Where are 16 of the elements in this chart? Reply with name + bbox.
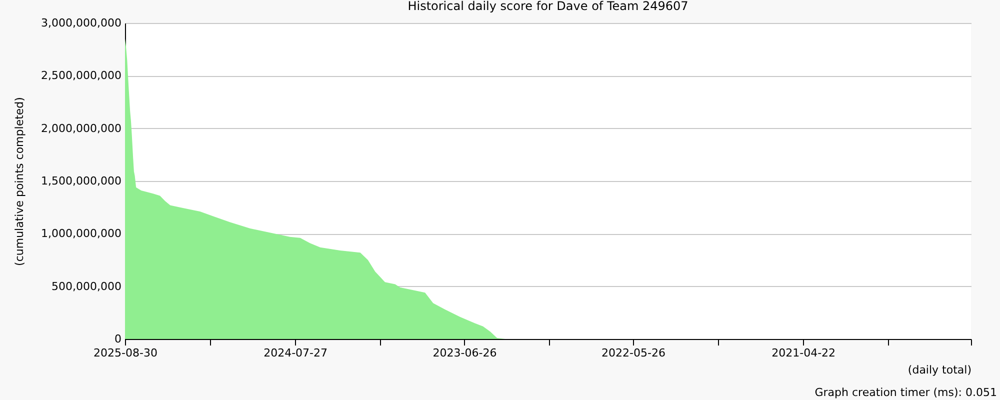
text: Graph creation timer (ms): 0.051 <box>814 386 997 399</box>
x-tick-label: 2023-06-26 <box>432 346 497 360</box>
chart-title: Historical daily score for Dave of Team 249607 <box>408 0 688 13</box>
y-tick-label: 2,000,000,000 <box>41 122 122 135</box>
y-tick-label: 1,500,000,000 <box>41 174 122 188</box>
y-tick-label: 0 <box>114 332 122 346</box>
y-tick-label: 3,000,000,000 <box>41 16 122 30</box>
y-axis-title: (cumulative points completed) <box>13 97 26 266</box>
x-tick-label: 2021-04-22 <box>772 346 836 360</box>
x-tick-label: 2022-05-26 <box>602 346 666 360</box>
x-axis-title: (daily total) <box>908 364 972 376</box>
x-tick-label: 2025-08-30 <box>94 346 158 360</box>
y-tick-label: 2,500,000,000 <box>41 69 122 82</box>
y-tick-label: 1,000,000,000 <box>41 227 122 240</box>
y-tick-label: 500,000,000 <box>52 280 122 293</box>
x-tick-label: 2024-07-27 <box>264 346 328 360</box>
